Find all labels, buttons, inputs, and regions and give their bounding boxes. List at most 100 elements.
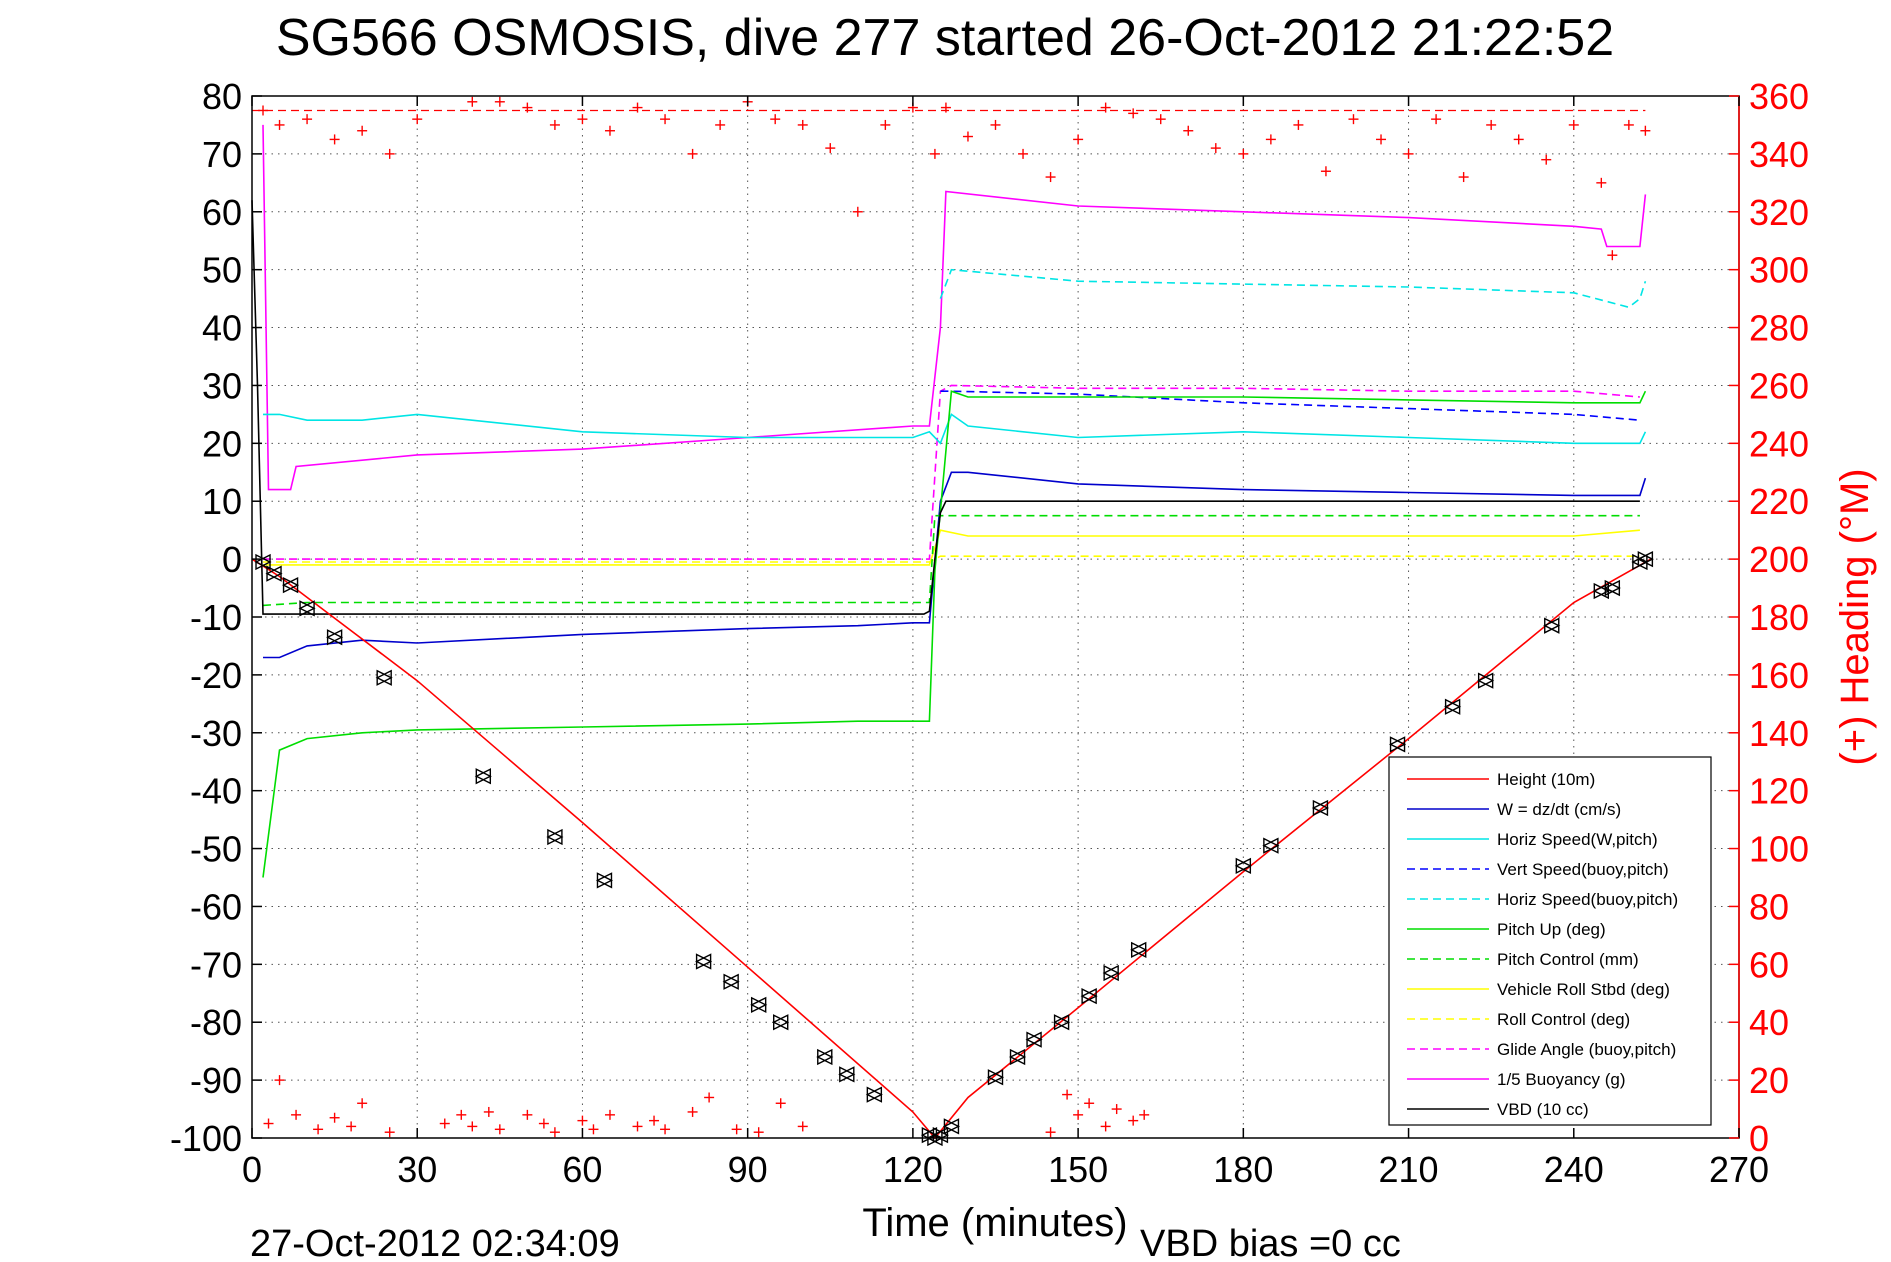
heading-point: [649, 1115, 660, 1126]
heading-point: [522, 1109, 533, 1120]
y2-tick-label: 80: [1749, 886, 1789, 927]
heading-point: [549, 1127, 560, 1138]
y2-tick-label: 340: [1749, 134, 1809, 175]
heading-point: [797, 1121, 808, 1132]
legend-label-height: Height (10m): [1497, 770, 1595, 789]
heading-point: [329, 134, 340, 145]
x-tick-label: 120: [883, 1149, 943, 1190]
series-line-pitch: [262, 390, 1647, 878]
series-line-buoyancy: [262, 124, 1647, 491]
heading-point: [456, 1109, 467, 1120]
y2-tick-label: 180: [1749, 597, 1809, 638]
y2-tick-label: 200: [1749, 539, 1809, 580]
heading-point: [1045, 1127, 1056, 1138]
y-axis-right: 3603403203002802602402202001801601401201…: [1729, 76, 1809, 1159]
y2-tick-label: 300: [1749, 250, 1809, 291]
heading-point: [753, 1127, 764, 1138]
legend-label-roll: Vehicle Roll Stbd (deg): [1497, 980, 1670, 999]
heading-point: [1541, 154, 1552, 165]
dive-marker: [1008, 1048, 1027, 1066]
y2-tick-label: 60: [1749, 944, 1789, 985]
series-line-vbd: [251, 200, 1640, 615]
series-line-w: [263, 471, 1647, 659]
x-tick-label: 60: [562, 1149, 602, 1190]
heading-point: [880, 119, 891, 130]
y2-tick-label: 140: [1749, 713, 1809, 754]
heading-point: [494, 1124, 505, 1135]
legend-label-horiz_speed_w: Horiz Speed(W,pitch): [1497, 830, 1658, 849]
heading-point: [1238, 148, 1249, 159]
y2-tick-label: 40: [1749, 1002, 1789, 1043]
heading-point: [1100, 1121, 1111, 1132]
legend-label-vbd: VBD (10 cc): [1497, 1100, 1589, 1119]
dive-marker: [546, 828, 564, 846]
heading-point: [263, 1118, 274, 1129]
dive-marker: [865, 1086, 883, 1103]
heading-point: [1403, 148, 1414, 159]
heading-point: [1155, 114, 1166, 125]
y-tick-label: -40: [190, 771, 242, 812]
heading-point: [797, 119, 808, 130]
heading-point: [1513, 134, 1524, 145]
heading-point: [1376, 134, 1387, 145]
x-tick-label: 150: [1048, 1149, 1108, 1190]
heading-point: [1073, 1109, 1084, 1120]
heading-point: [632, 1121, 643, 1132]
heading-point: [329, 1112, 340, 1123]
heading-point: [313, 1124, 324, 1135]
heading-point: [731, 1124, 742, 1135]
legend-label-roll_control: Roll Control (deg): [1497, 1010, 1630, 1029]
heading-point: [604, 125, 615, 136]
series-line-glide_angle: [263, 384, 1640, 560]
heading-point: [1139, 1109, 1150, 1120]
heading-point: [384, 148, 395, 159]
heading-point: [1265, 134, 1276, 145]
dive-marker: [1592, 582, 1610, 600]
dive-marker: [265, 565, 283, 582]
legend-label-buoyancy: 1/5 Buoyancy (g): [1497, 1070, 1626, 1089]
dive-marker: [375, 669, 393, 686]
heading-point: [1640, 125, 1651, 136]
dive-marker: [1477, 672, 1495, 689]
heading-point: [274, 119, 285, 130]
y2-tick-label: 160: [1749, 655, 1809, 696]
dive-marker: [1102, 964, 1120, 982]
heading-point: [1018, 148, 1029, 159]
heading-point: [412, 114, 423, 125]
heading-point: [604, 1109, 615, 1120]
y2-tick-label: 0: [1749, 1118, 1769, 1159]
x-tick-label: 270: [1709, 1149, 1769, 1190]
dive-marker: [298, 600, 316, 617]
dive-marker: [722, 973, 740, 990]
dive-marker: [1388, 736, 1407, 753]
y2-tick-label: 360: [1749, 76, 1809, 117]
heading-point: [1183, 125, 1194, 136]
heading-point: [1458, 172, 1469, 183]
legend-label-pitch: Pitch Up (deg): [1497, 920, 1606, 939]
heading-point: [1084, 1098, 1095, 1109]
y2-tick-label: 20: [1749, 1060, 1789, 1101]
y-tick-label: -50: [190, 829, 242, 870]
series-line-vert_speed_buoy: [940, 390, 1640, 421]
y2-tick-label: 280: [1749, 308, 1809, 349]
x-axis: 0 30 60 90 120 150 180 210 240 270: [242, 96, 1769, 1190]
heading-point: [687, 148, 698, 159]
heading-point: [302, 114, 313, 125]
heading-point: [929, 148, 940, 159]
y-tick-label: 80: [202, 76, 242, 117]
heading-point: [940, 102, 951, 113]
dive-marker: [326, 629, 344, 646]
legend-label-vert_speed_buoy: Vert Speed(buoy,pitch): [1497, 860, 1669, 879]
heading-point: [1128, 108, 1139, 119]
y2-tick-label: 320: [1749, 192, 1809, 233]
heading-point: [1486, 119, 1497, 130]
dive-marker: [1636, 550, 1654, 568]
heading-point: [1623, 119, 1634, 130]
y-tick-label: -60: [190, 886, 242, 927]
heading-point: [538, 1118, 549, 1129]
heading-point: [274, 1075, 285, 1086]
y-tick-label: 20: [202, 423, 242, 464]
heading-point: [467, 1121, 478, 1132]
footer-timestamp: 27-Oct-2012 02:34:09: [250, 1223, 620, 1262]
heading-point: [1210, 143, 1221, 154]
